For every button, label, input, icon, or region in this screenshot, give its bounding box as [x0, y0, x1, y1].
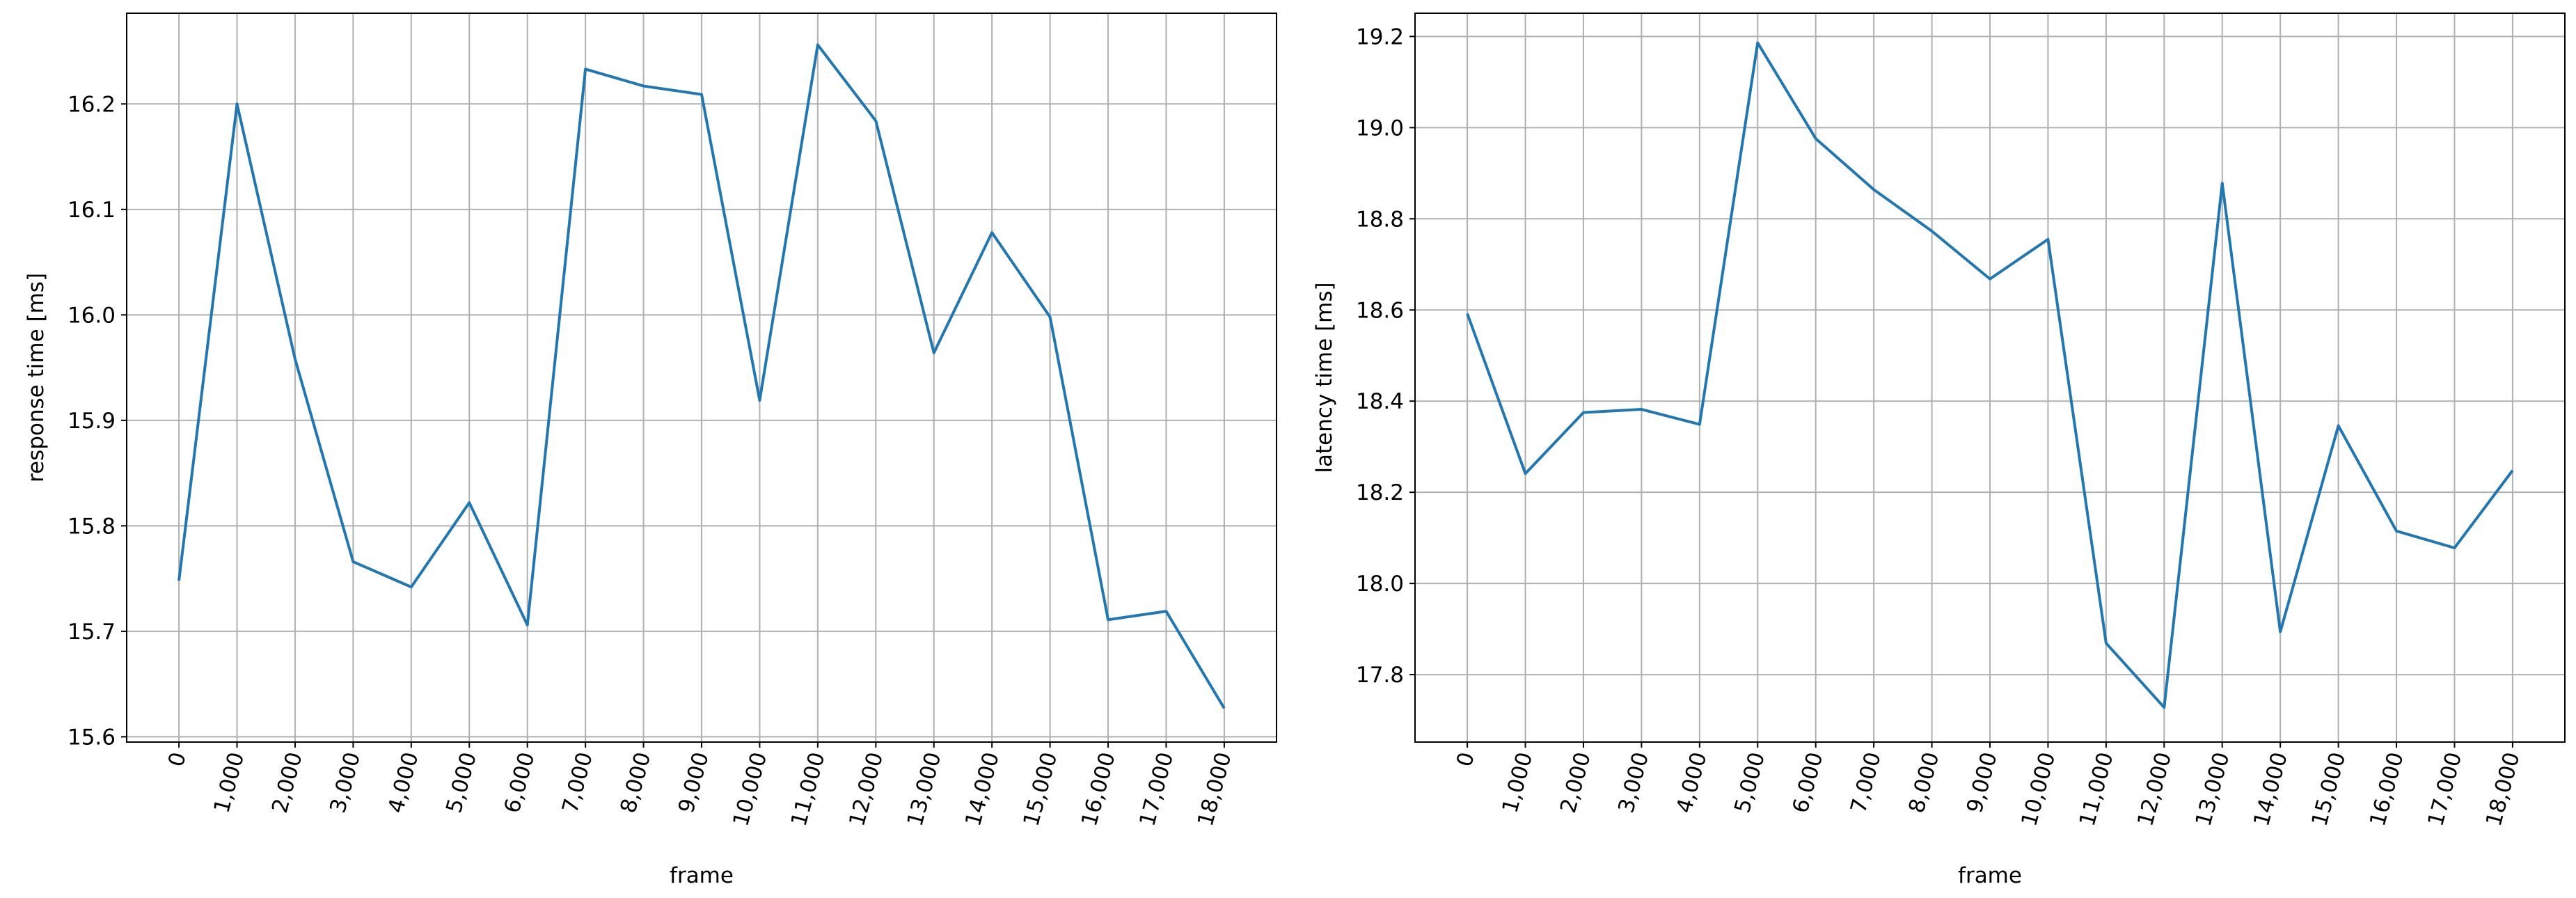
x-axis-label: frame	[670, 863, 734, 888]
x-tick-label: 12,000	[2133, 750, 2176, 829]
y-tick-label: 16.0	[68, 303, 116, 328]
x-tick-label: 11,000	[2075, 750, 2119, 829]
x-tick-label: 13,000	[2191, 750, 2235, 829]
plot-frame	[1414, 13, 2566, 743]
x-tick-label: 14,000	[961, 750, 1004, 829]
x-tick-label: 16,000	[1077, 750, 1121, 829]
data-line	[1466, 41, 2514, 709]
x-tick-label: 17,000	[2423, 750, 2467, 829]
x-tick-label: 9,000	[674, 750, 714, 816]
x-tick-label: 13,000	[903, 750, 947, 829]
x-tick-label: 18,000	[2481, 750, 2525, 829]
x-tick-label: 7,000	[558, 750, 598, 816]
x-tick-label: 1,000	[210, 750, 250, 816]
y-tick-label: 15.9	[68, 409, 116, 434]
x-tick-label: 10,000	[2016, 750, 2060, 829]
x-tick-label: 12,000	[844, 750, 888, 829]
x-tick-label: 4,000	[384, 750, 424, 816]
x-tick-label: 7,000	[1846, 750, 1886, 816]
x-tick-label: 4,000	[1672, 750, 1712, 816]
x-tick-label: 2,000	[1556, 750, 1596, 816]
x-axis-label: frame	[1958, 863, 2022, 888]
y-tick-label: 18.0	[1356, 572, 1404, 597]
x-tick-label: 0	[1452, 750, 1480, 769]
x-tick-label: 6,000	[500, 750, 540, 816]
x-tick-label: 9,000	[1962, 750, 2002, 816]
y-tick-label: 19.2	[1356, 24, 1404, 49]
chart-panel: 15.6 15.7 15.8 15.9 16.0 16.1 16.2 0 1,000 2,000 3…	[24, 13, 1277, 888]
x-tick-label: 10,000	[728, 750, 772, 829]
y-tick-label: 17.8	[1356, 663, 1404, 688]
y-tick-label: 15.6	[68, 725, 116, 750]
y-tick-label: 18.8	[1356, 207, 1404, 232]
y-tick-label: 15.7	[68, 620, 116, 645]
y-tick-label: 19.0	[1356, 116, 1404, 141]
x-tick-label: 15,000	[1018, 750, 1062, 829]
x-tick-label: 17,000	[1135, 750, 1178, 829]
x-tick-label: 16,000	[2365, 750, 2409, 829]
x-tick-label: 8,000	[1904, 750, 1945, 816]
x-tick-label: 5,000	[1730, 750, 1770, 816]
x-tick-label: 18,000	[1193, 750, 1237, 829]
x-tick-label: 6,000	[1788, 750, 1828, 816]
x-tick-label: 8,000	[616, 750, 656, 816]
x-tick-label: 1,000	[1498, 750, 1538, 816]
x-tick-label: 0	[164, 750, 191, 769]
y-tick-label: 18.4	[1356, 389, 1404, 414]
x-tick-label: 3,000	[325, 750, 365, 816]
x-tick-label: 3,000	[1613, 750, 1654, 816]
x-tick-label: 11,000	[787, 750, 830, 829]
y-axis-label: response time [ms]	[24, 273, 49, 482]
data-line	[177, 43, 1226, 709]
x-tick-label: 2,000	[267, 750, 308, 816]
y-tick-label: 15.8	[68, 514, 116, 539]
y-tick-label: 16.1	[68, 198, 116, 223]
y-tick-label: 18.6	[1356, 298, 1404, 323]
x-tick-label: 5,000	[441, 750, 482, 816]
x-tick-label: 15,000	[2307, 750, 2350, 829]
y-tick-label: 18.2	[1356, 480, 1404, 505]
y-tick-label: 16.2	[68, 92, 116, 117]
plot-frame	[126, 13, 1277, 743]
chart-panel: 17.8 18.0 18.2 18.4 18.6 18.8 19.0 19.2 0 1,000 2,…	[1312, 13, 2566, 888]
y-axis-label: latency time [ms]	[1312, 282, 1337, 473]
x-tick-label: 14,000	[2249, 750, 2293, 829]
